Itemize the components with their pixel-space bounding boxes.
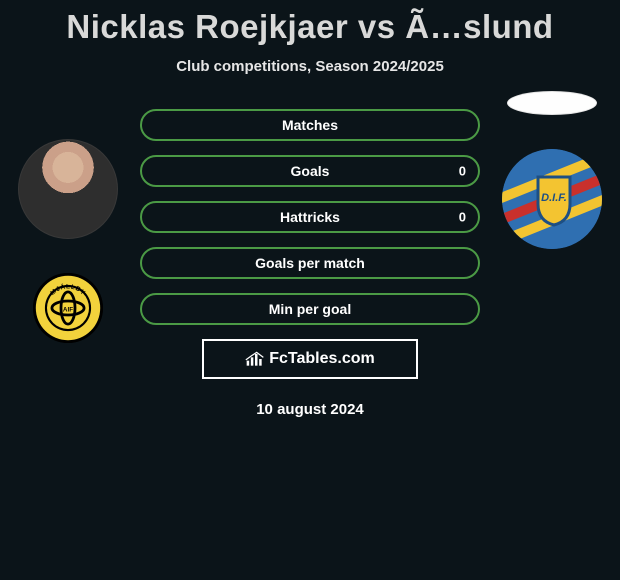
fctables-watermark: FcTables.com xyxy=(202,339,418,379)
stat-row: Min per goal xyxy=(140,293,480,325)
stat-value-right: 0 xyxy=(459,164,466,179)
stat-label: Goals per match xyxy=(255,255,365,271)
stat-label: Goals xyxy=(291,163,330,179)
stat-label: Hattricks xyxy=(280,209,340,225)
date-label: 10 august 2024 xyxy=(0,401,620,418)
comparison-area: MJÄLLBY AIF D.I.F. MatchesGoals0Hattrick… xyxy=(0,109,620,418)
stat-row: Matches xyxy=(140,109,480,141)
stat-row: Goals 0 xyxy=(140,155,480,187)
left-player-column: MJÄLLBY AIF xyxy=(8,109,128,343)
club-badge-dif: D.I.F. xyxy=(502,149,602,249)
stat-row: Hattricks 0 xyxy=(140,201,480,233)
right-player-column: D.I.F. xyxy=(492,91,612,249)
club-badge-mjallby: MJÄLLBY AIF xyxy=(33,273,103,343)
fctables-label: FcTables.com xyxy=(269,350,375,368)
player-photo-left xyxy=(18,139,118,239)
stat-label: Min per goal xyxy=(269,301,351,317)
stat-value-right: 0 xyxy=(459,210,466,225)
stat-row: Goals per match xyxy=(140,247,480,279)
stats-list: Matches Goals 0 Hattricks 0 Goals per match Mi… xyxy=(140,109,480,325)
mjallby-text-mid: AIF xyxy=(63,307,73,314)
stat-label: Matches xyxy=(282,117,338,133)
bar-chart-icon xyxy=(245,350,265,368)
player-placeholder-right xyxy=(507,91,597,115)
page-title: Nicklas Roejkjaer vs Ã…slund xyxy=(0,0,620,46)
dif-shield-text: D.I.F. xyxy=(541,192,567,204)
subtitle: Club competitions, Season 2024/2025 xyxy=(0,58,620,75)
